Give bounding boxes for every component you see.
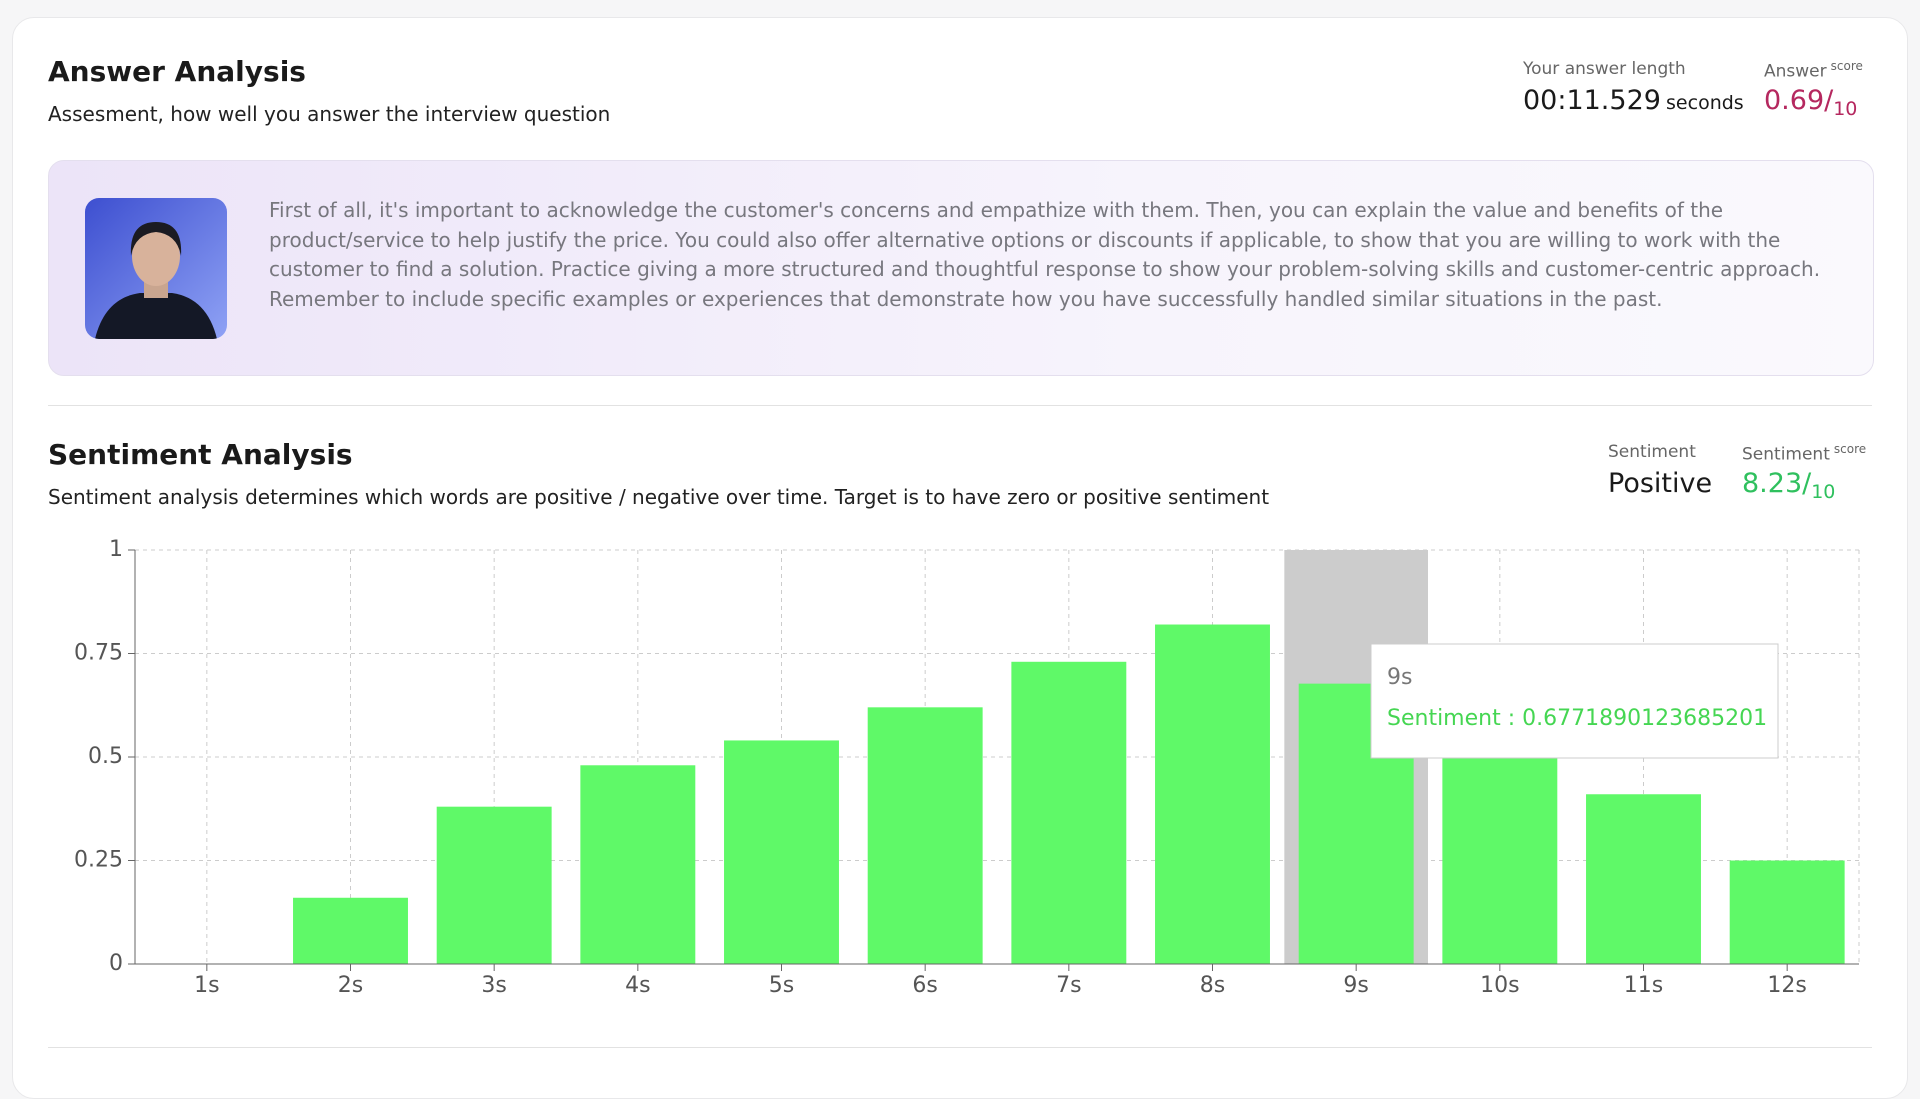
stat-label: Answer score <box>1764 59 1863 82</box>
y-tick-label: 0.5 <box>88 744 123 769</box>
stat-label: Sentiment <box>1608 442 1696 462</box>
score-max: 10 <box>1833 98 1858 120</box>
score-sup: score <box>1833 442 1867 456</box>
x-tick-label: 1s <box>194 973 219 998</box>
y-tick-label: 0.75 <box>74 641 123 666</box>
x-tick-label: 4s <box>625 973 650 998</box>
section-subtitle: Assesment, how well you answer the inter… <box>48 102 611 126</box>
x-tick-label: 6s <box>912 973 937 998</box>
score-label: Answer <box>1764 61 1827 82</box>
x-tick-label: 11s <box>1624 973 1663 998</box>
tooltip-label: Sentiment : <box>1387 706 1515 731</box>
bar <box>1729 860 1845 964</box>
section-title: Sentiment Analysis <box>48 438 353 471</box>
x-tick-label: 8s <box>1200 973 1225 998</box>
y-tick-label: 0.25 <box>74 848 123 873</box>
x-tick-label: 5s <box>769 973 794 998</box>
bar <box>724 740 839 964</box>
bar <box>293 897 408 964</box>
x-tick-label: 12s <box>1767 973 1806 998</box>
y-tick-label: 1 <box>109 537 123 562</box>
x-tick-label: 10s <box>1480 973 1519 998</box>
feedback-text: First of all, it's important to acknowle… <box>269 198 1821 311</box>
tooltip-value: Sentiment : 0.6771890123685201 <box>1387 706 1767 731</box>
x-tick-label: 9s <box>1343 973 1368 998</box>
divider <box>48 1047 1872 1048</box>
stat-label: Sentiment score <box>1742 442 1866 465</box>
stat-label: Your answer length <box>1523 59 1686 79</box>
tooltip-box <box>1370 643 1779 759</box>
x-tick-label: 2s <box>338 973 363 998</box>
tooltip-title: 9s <box>1387 665 1412 690</box>
bar <box>436 806 552 964</box>
bar <box>1155 624 1270 964</box>
score-sup: score <box>1830 59 1863 73</box>
x-tick-label: 7s <box>1056 973 1081 998</box>
feedback-box: First of all, it's important to acknowle… <box>48 160 1874 376</box>
score-max: 10 <box>1811 481 1836 503</box>
score-value: 8.23/ <box>1742 468 1812 499</box>
tooltip: 9s Sentiment : 0.6771890123685201 <box>1370 643 1779 759</box>
tooltip-number: 0.6771890123685201 <box>1522 706 1767 731</box>
x-tick-label: 3s <box>481 973 506 998</box>
avatar <box>85 198 227 339</box>
section-title: Answer Analysis <box>48 55 306 88</box>
sentiment-value: Positive <box>1608 468 1713 499</box>
length-unit: seconds <box>1666 92 1744 114</box>
divider <box>48 405 1872 406</box>
score: 8.23/10 <box>1742 468 1835 503</box>
bar <box>1586 794 1701 964</box>
stat-value: 00:11.529 seconds <box>1523 85 1744 116</box>
score-value: 0.69/ <box>1764 85 1834 116</box>
score-label: Sentiment <box>1742 444 1830 465</box>
bar <box>1442 736 1558 964</box>
y-tick-label: 0 <box>109 951 123 976</box>
section-subtitle: Sentiment analysis determines which word… <box>48 485 1270 509</box>
length-value: 00:11.529 <box>1523 85 1661 116</box>
score: 0.69/10 <box>1764 85 1857 120</box>
bar <box>580 765 696 964</box>
bar <box>1011 661 1127 964</box>
bar <box>867 707 983 964</box>
